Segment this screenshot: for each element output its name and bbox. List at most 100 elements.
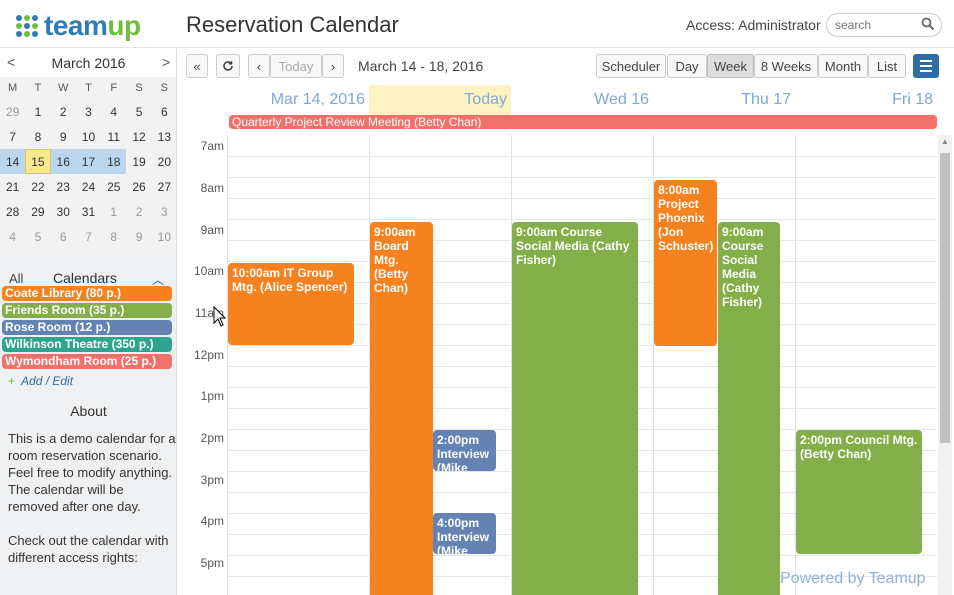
mini-calendar-prev-button[interactable]: < — [7, 54, 16, 70]
mini-calendar-next-button[interactable]: > — [162, 54, 171, 70]
hour-line — [227, 156, 937, 157]
mini-calendar-day[interactable]: 7 — [85, 229, 92, 244]
mini-calendar-day[interactable]: 2 — [135, 204, 143, 219]
event-course-social-media-thu[interactable]: 9:00am Course Social Media (Cathy Fisher… — [718, 222, 780, 595]
event-it-group[interactable]: 10:00am IT Group Mtg. (Alice Spencer) — [228, 263, 354, 345]
event-interview-2pm[interactable]: 2:00pm Interview (Mike — [433, 430, 496, 471]
day-header-thu[interactable]: Thu 17 — [741, 91, 791, 108]
mini-calendar-day[interactable]: 2 — [59, 104, 67, 119]
event-project-phoenix[interactable]: 8:00am Project Phoenix (Jon Schuster) — [654, 180, 717, 346]
mini-calendar-day[interactable]: 8 — [110, 229, 118, 244]
mini-calendar-day[interactable]: 1 — [110, 204, 118, 219]
view-month-button[interactable]: Month — [818, 54, 868, 78]
mini-calendar-day[interactable]: 9 — [135, 229, 143, 244]
hour-label: 3pm — [200, 473, 224, 487]
mini-calendar-day[interactable]: 10 — [81, 129, 96, 144]
calendar-list: Coate Library (80 p.) Friends Room (35 p… — [2, 286, 172, 371]
day-header-mon[interactable]: Mar 14, 2016 — [270, 91, 365, 108]
day-header-fri[interactable]: Fri 18 — [892, 91, 933, 108]
calendar-item-wymondham-room[interactable]: Wymondham Room (25 p.) — [2, 354, 172, 369]
mini-calendar-day[interactable]: 7 — [9, 129, 16, 144]
mini-calendar-day[interactable]: 20 — [157, 154, 171, 169]
mini-calendar-day[interactable]: 29 — [31, 204, 45, 219]
mini-calendar-day[interactable]: 21 — [5, 179, 20, 194]
day-header-today[interactable]: Today — [369, 85, 511, 115]
mini-calendar-day[interactable]: 6 — [160, 104, 168, 119]
today-button[interactable]: Today — [270, 54, 322, 78]
view-scheduler-button[interactable]: Scheduler — [596, 54, 666, 78]
logo-text: teamup — [44, 10, 141, 41]
mini-calendar-day[interactable]: 3 — [85, 104, 92, 119]
chevron-right-icon: › — [330, 58, 336, 74]
mini-calendar-day[interactable]: 18 — [101, 149, 127, 174]
mini-calendar-day[interactable]: 5 — [34, 229, 42, 244]
mini-calendar-day[interactable]: 12 — [132, 129, 146, 144]
mini-calendar-day[interactable]: 5 — [135, 104, 143, 119]
mini-calendar-day[interactable]: 6 — [59, 229, 67, 244]
mini-calendar-day[interactable]: 30 — [56, 204, 70, 219]
refresh-button[interactable] — [216, 54, 240, 78]
chevron-up-icon[interactable]: ︿ — [152, 273, 165, 287]
mini-calendar-day[interactable]: 4 — [110, 104, 118, 119]
mini-calendar-day[interactable]: 26 — [132, 179, 146, 194]
view-day-button[interactable]: Day — [667, 54, 707, 78]
mini-calendar-day[interactable]: 17 — [75, 149, 102, 174]
chevron-left-icon: ‹ — [256, 58, 262, 74]
mini-calendar-day[interactable]: 28 — [5, 204, 20, 219]
mini-calendar-day[interactable]: 13 — [157, 129, 171, 144]
mini-calendar-day[interactable]: 8 — [34, 129, 42, 144]
mini-calendar-day[interactable]: 31 — [81, 204, 96, 219]
event-council-mtg[interactable]: 2:00pm Council Mtg. (Betty Chan) — [796, 430, 922, 554]
vertical-scrollbar[interactable]: ▲ — [938, 135, 952, 595]
calendar-item-rose-room[interactable]: Rose Room (12 p.) — [2, 320, 172, 335]
calendar-item-friends-room[interactable]: Friends Room (35 p.) — [2, 303, 172, 318]
view-8weeks-button[interactable]: 8 Weeks — [754, 54, 818, 78]
calendars-all-toggle[interactable]: All — [9, 271, 24, 286]
app-header: teamup Reservation Calendar Access: Admi… — [0, 0, 954, 48]
weekday-label: T — [85, 82, 92, 94]
mini-calendar-day[interactable]: 11 — [107, 129, 120, 144]
next-week-button[interactable]: › — [322, 54, 344, 78]
scroll-up-icon[interactable]: ▲ — [941, 137, 949, 146]
add-edit-calendars-link[interactable]: + Add / Edit — [8, 374, 74, 388]
scrollbar-thumb[interactable] — [940, 153, 950, 443]
mini-calendar-day[interactable]: 14 — [0, 149, 26, 174]
mini-calendar-weekdays: M T W T F S S — [0, 77, 176, 99]
event-interview-4pm[interactable]: 4:00pm Interview (Mike — [433, 513, 496, 554]
mini-calendar-day[interactable]: 25 — [107, 179, 121, 194]
weekday-label: F — [110, 82, 118, 94]
mini-calendar-day[interactable]: 22 — [31, 179, 45, 194]
weekday-label: S — [135, 82, 143, 94]
teamup-logo[interactable]: teamup — [16, 10, 141, 42]
prev-week-button[interactable]: ‹ — [248, 54, 270, 78]
event-course-social-media-wed[interactable]: 9:00am Course Social Media (Cathy Fisher… — [512, 222, 638, 595]
mini-calendar-day[interactable]: 3 — [160, 204, 168, 219]
search-icon[interactable] — [921, 17, 935, 31]
mini-calendar-day[interactable]: 23 — [56, 179, 70, 194]
day-header-wed[interactable]: Wed 16 — [594, 91, 649, 108]
calendar-item-coate-library[interactable]: Coate Library (80 p.) — [2, 286, 172, 301]
calendar-item-wilkinson-theatre[interactable]: Wilkinson Theatre (350 p.) — [2, 337, 172, 352]
mini-calendar-day[interactable]: 16 — [50, 149, 76, 174]
event-board-mtg[interactable]: 9:00am Board Mtg. (Betty Chan) — [370, 222, 433, 595]
menu-icon[interactable] — [913, 54, 939, 78]
collapse-sidebar-button[interactable]: « — [186, 54, 208, 78]
mini-calendar-today[interactable]: 15 — [25, 149, 51, 174]
weekday-label: T — [34, 82, 42, 94]
hour-label: 12pm — [193, 348, 224, 362]
allday-event[interactable]: Quarterly Project Review Meeting (Betty … — [229, 115, 937, 129]
mini-calendar-day[interactable]: 9 — [59, 129, 67, 144]
mini-calendar-day[interactable]: 27 — [157, 179, 171, 194]
hour-line — [227, 177, 937, 178]
about-paragraph: Check out the calendar with different ac… — [8, 533, 169, 565]
column-divider — [511, 135, 512, 595]
mini-calendar-day[interactable]: 10 — [157, 229, 171, 244]
powered-by-link[interactable]: Powered by Teamup — [780, 570, 926, 587]
mini-calendar-day[interactable]: 29 — [5, 104, 20, 119]
view-week-button[interactable]: Week — [707, 54, 754, 78]
mini-calendar-day[interactable]: 24 — [81, 179, 96, 194]
mini-calendar-day[interactable]: 1 — [34, 104, 42, 119]
mini-calendar-day[interactable]: 4 — [9, 229, 16, 244]
mini-calendar-day[interactable]: 19 — [132, 154, 146, 169]
view-list-button[interactable]: List — [868, 54, 906, 78]
